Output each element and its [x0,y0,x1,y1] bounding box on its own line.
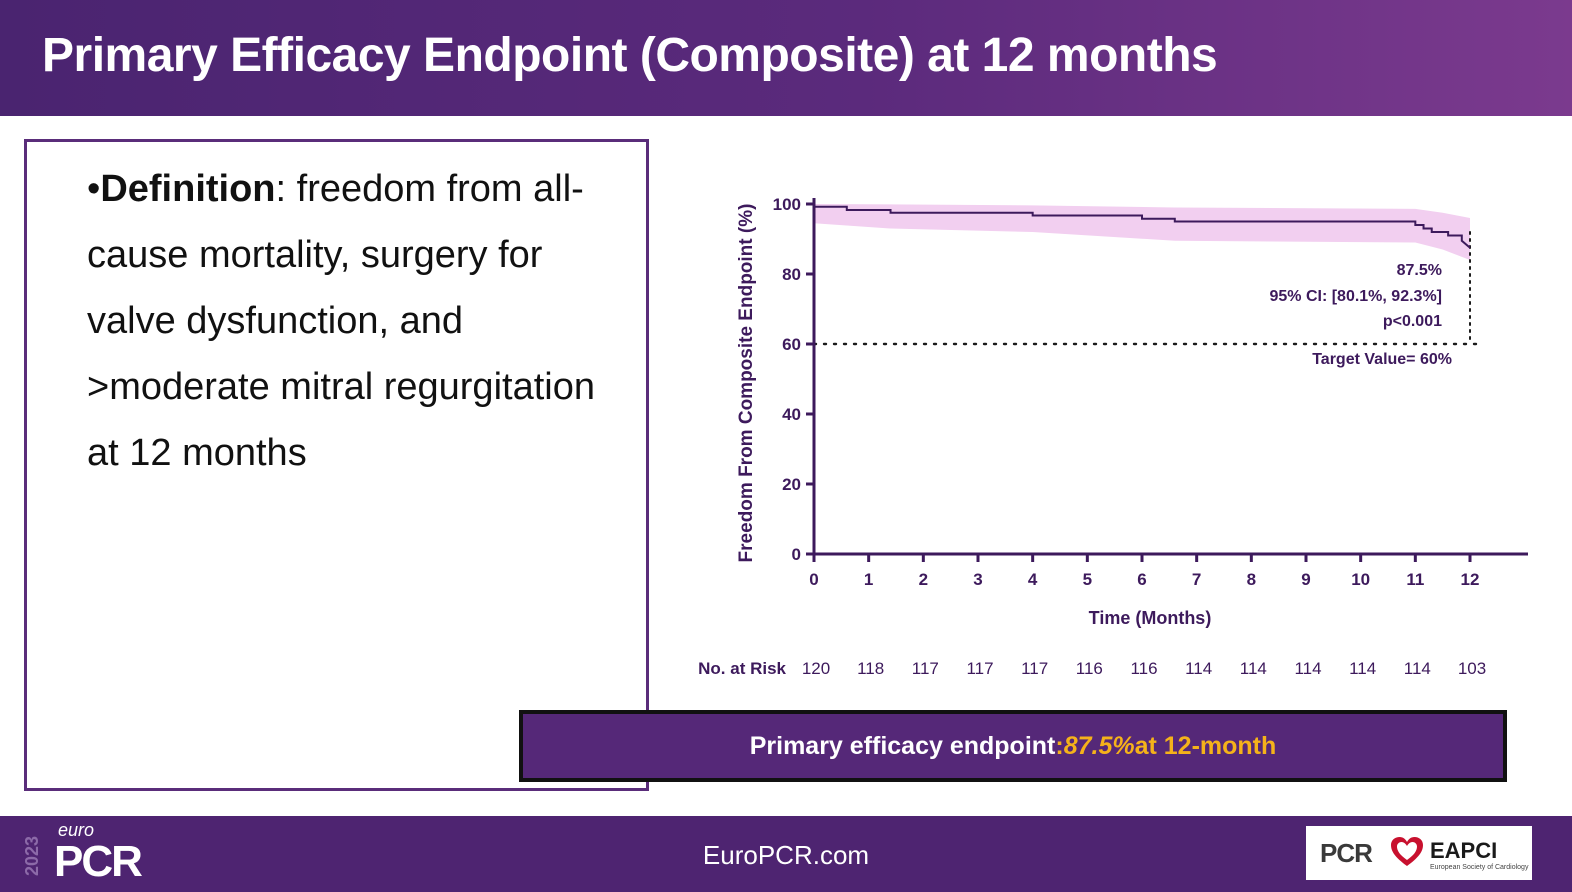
risk-count: 114 [1349,659,1376,678]
confidence-band [814,204,1470,260]
risk-table-label: No. at Risk [698,659,786,678]
x-tick-label: 4 [1028,570,1038,589]
x-tick-label: 3 [973,570,982,589]
risk-count: 116 [1076,659,1103,678]
x-tick-label: 6 [1137,570,1146,589]
eapci-logo: EAPCI [1430,838,1498,863]
x-tick-label: 2 [919,570,928,589]
x-axis-title: Time (Months) [1089,608,1212,628]
risk-count: 116 [1130,659,1157,678]
x-tick-label: 9 [1301,570,1310,589]
estimate-label: 87.5% [1397,262,1442,279]
risk-count: 117 [1021,659,1048,678]
risk-count: 120 [802,659,830,678]
x-tick-label: 12 [1461,570,1480,589]
x-tick-label: 8 [1247,570,1256,589]
y-tick-label: 100 [773,195,801,214]
y-axis-title: Freedom From Composite Endpoint (%) [736,204,757,563]
y-tick-label: 0 [792,545,801,564]
definition-label: Definition [100,168,276,210]
risk-count: 114 [1294,659,1321,678]
risk-count: 117 [912,659,939,678]
banner-colon: : [1055,731,1064,760]
x-tick-label: 11 [1406,570,1424,589]
banner-suffix: at 12-month [1134,731,1277,760]
y-tick-label: 40 [782,405,801,424]
p-value-label: p<0.001 [1383,313,1442,330]
banner-value: 87.5% [1063,731,1135,760]
slide-title: Primary Efficacy Endpoint (Composite) at… [42,29,1218,82]
x-tick-label: 10 [1351,570,1370,589]
partner-logos: PCR EAPCI European Society of Cardiology [1306,826,1532,880]
y-tick-label: 60 [782,335,801,354]
risk-count: 114 [1185,659,1212,678]
km-curve [814,205,1471,249]
definition-body: : freedom from all-cause mortality, surg… [87,168,595,474]
heart-icon [1391,837,1423,866]
eapci-subtitle: European Society of Cardiology [1430,864,1529,871]
ci-label: 95% CI: [80.1%, 92.3%] [1269,288,1442,305]
target-value-label: Target Value= 60% [1312,351,1452,368]
x-tick-label: 1 [864,570,873,589]
x-tick-label: 7 [1192,570,1201,589]
definition-box: •Definition: freedom from all-cause mort… [24,139,649,791]
europcr-logo: PCR [54,837,143,886]
y-tick-label: 80 [782,265,801,284]
risk-count: 114 [1404,659,1431,678]
pcr-logo: PCR [1320,838,1373,868]
y-tick-label: 20 [782,475,801,494]
x-tick-label: 5 [1083,570,1092,589]
logo-euro: euro [58,820,95,840]
bullet: • [87,168,101,210]
x-tick-label: 0 [809,570,818,589]
banner-prefix: Primary efficacy endpoint [749,731,1056,760]
footer-url[interactable]: EuroPCR.com [702,840,870,870]
risk-count: 118 [857,659,884,678]
result-banner: Primary efficacy endpoint: 87.5% at 12-m… [519,710,1507,782]
risk-count: 103 [1458,659,1486,678]
title-bar: Primary Efficacy Endpoint (Composite) at… [0,0,1572,116]
risk-count: 117 [966,659,993,678]
definition-text: •Definition: freedom from all-cause mort… [87,156,627,486]
risk-count: 114 [1240,659,1267,678]
